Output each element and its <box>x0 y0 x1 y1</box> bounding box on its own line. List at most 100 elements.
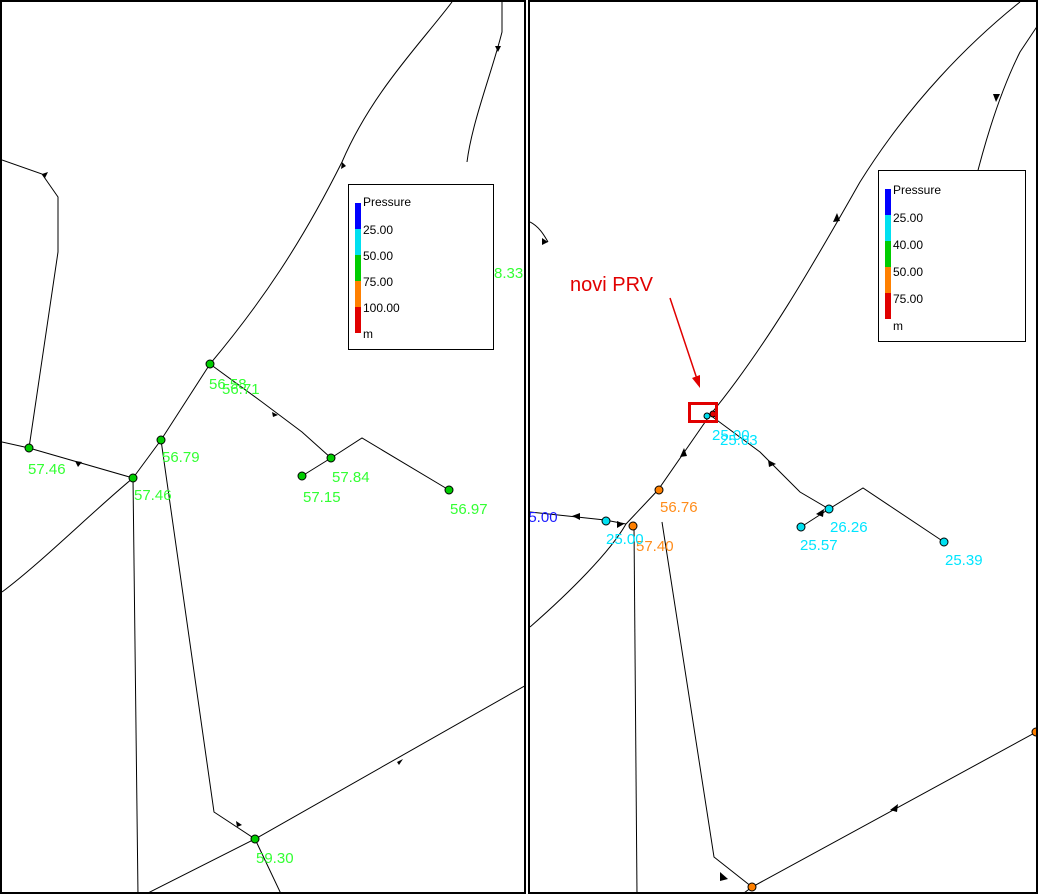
junction-node <box>24 443 34 453</box>
flow-arrow <box>680 448 687 457</box>
junction-node <box>1031 727 1036 737</box>
junction-node <box>796 522 806 532</box>
legend-label: m <box>363 327 373 341</box>
junction-node <box>824 504 834 514</box>
annotation-new-prv: novi PRV <box>570 274 654 296</box>
junction-node <box>297 471 307 481</box>
junction-node <box>939 537 949 547</box>
legend-swatch-blue <box>355 203 361 229</box>
node-label-overlap: 57.40 <box>636 538 674 555</box>
junction-node <box>747 882 757 892</box>
legend-swatch-green <box>355 255 361 281</box>
pipe <box>2 159 59 449</box>
flow-arrow <box>720 872 728 881</box>
flow-arrow <box>816 509 824 517</box>
node-label: 25.00 <box>606 531 644 548</box>
junction-node <box>128 473 138 483</box>
legend-swatch-orange <box>355 281 361 307</box>
pipe <box>254 838 281 892</box>
flow-arrows <box>42 46 501 827</box>
pipe <box>2 477 134 593</box>
junctions[interactable] <box>601 410 1038 892</box>
node-label-overlap: 25.03 <box>720 432 758 449</box>
flow-arrow <box>768 460 776 467</box>
legend-label: 75.00 <box>893 292 924 306</box>
flow-arrow <box>993 94 1000 102</box>
pipe <box>661 521 753 888</box>
node-labels: 25.03 25.00 56.76 57.40 25.00 25.00 26.2… <box>530 427 983 569</box>
pressure-legend: Pressure 25.00 50.00 75.00 100.00 m <box>348 184 494 350</box>
legend-swatch-cyan <box>355 229 361 255</box>
flow-arrow <box>397 759 403 765</box>
legend-label: 50.00 <box>893 265 924 279</box>
legend-label: 50.00 <box>363 249 394 263</box>
pipe <box>466 2 503 163</box>
flow-arrow <box>495 46 501 52</box>
flow-arrow <box>236 821 242 827</box>
node-label-clipped: 8.33 <box>494 265 523 282</box>
node-label: 56.58 <box>209 376 247 393</box>
pipe <box>828 487 945 543</box>
pipe <box>330 437 450 491</box>
node-label-clipped: 25.00 <box>530 509 558 526</box>
node-label: 25.39 <box>945 552 983 569</box>
node-label: 56.76 <box>660 499 698 516</box>
legend-title: Pressure <box>363 195 412 209</box>
node-label-overlap: 56.71 <box>222 381 260 398</box>
flow-arrow <box>572 513 580 520</box>
pipe <box>148 685 524 892</box>
junction-node <box>654 485 664 495</box>
node-label: 56.97 <box>450 501 488 518</box>
pipe <box>132 477 139 892</box>
node-label: 57.46 <box>134 487 172 504</box>
legend-label: m <box>893 319 903 333</box>
pipes <box>2 2 524 892</box>
map-panel-before[interactable]: 56.71 56.58 56.79 57.46 57.46 57.84 57.1… <box>0 0 526 894</box>
prv-node-upstream <box>703 412 711 420</box>
legend-label: 75.00 <box>363 275 394 289</box>
junctions[interactable] <box>24 359 454 844</box>
legend-swatch-red <box>885 293 891 319</box>
pipe <box>530 523 627 628</box>
flow-arrow <box>75 461 82 467</box>
node-label: 57.15 <box>303 489 341 506</box>
legend-swatch-red <box>355 307 361 333</box>
legend-swatch-blue <box>885 189 891 215</box>
legend-swatch-cyan <box>885 215 891 241</box>
junction-node <box>628 521 638 531</box>
network-map-before[interactable]: 56.71 56.58 56.79 57.46 57.46 57.84 57.1… <box>2 2 526 894</box>
map-panel-after[interactable]: 25.03 25.00 56.76 57.40 25.00 25.00 26.2… <box>528 0 1038 894</box>
pipe <box>209 2 453 365</box>
pressure-legend: Pressure 25.00 40.00 50.00 75.00 m <box>878 170 1026 342</box>
junction-node <box>444 485 454 495</box>
pipes <box>530 2 1036 892</box>
node-label: 56.79 <box>162 449 200 466</box>
node-label: 57.46 <box>28 461 66 478</box>
legend-label: 25.00 <box>363 223 394 237</box>
flow-arrow <box>833 213 840 222</box>
junction-node <box>205 359 215 369</box>
pipe <box>160 439 256 840</box>
network-map-after[interactable]: 25.03 25.00 56.76 57.40 25.00 25.00 26.2… <box>530 2 1038 894</box>
junction-node <box>326 453 336 463</box>
legend-title: Pressure <box>893 183 942 197</box>
node-label: 59.30 <box>256 850 294 867</box>
legend-label: 100.00 <box>363 301 400 315</box>
pipe <box>800 508 830 528</box>
flow-arrow <box>42 172 48 178</box>
flow-arrows <box>542 94 1000 881</box>
pipe <box>744 731 1036 892</box>
node-labels: 56.71 56.58 56.79 57.46 57.46 57.84 57.1… <box>28 265 523 867</box>
legend-swatch-green <box>885 241 891 267</box>
node-label: 26.26 <box>830 519 868 536</box>
flow-arrow <box>542 238 548 245</box>
node-label: 57.84 <box>332 469 370 486</box>
prv-highlight-box <box>688 402 718 423</box>
flow-arrow <box>617 521 624 528</box>
node-label: 25.57 <box>800 537 838 554</box>
legend-label: 25.00 <box>893 211 924 225</box>
pipe <box>974 27 1036 183</box>
pipe <box>530 221 549 243</box>
pipe <box>2 441 30 449</box>
node-label: 25.00 <box>712 427 750 444</box>
